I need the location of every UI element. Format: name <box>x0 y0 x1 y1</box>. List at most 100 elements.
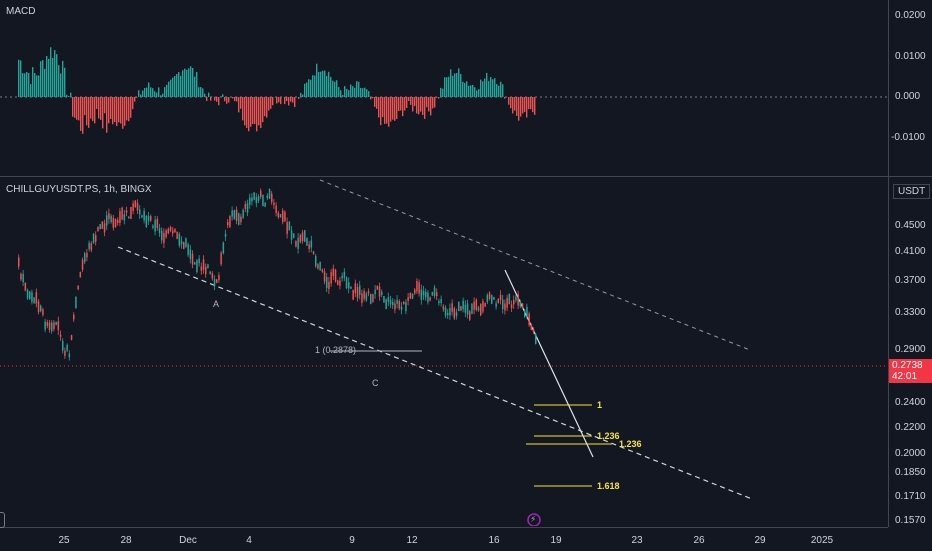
candle-body <box>379 287 381 297</box>
candle-body <box>357 287 359 298</box>
candle-body <box>110 216 112 222</box>
candle-body <box>179 234 181 246</box>
macd-bar <box>136 97 137 98</box>
candle-body <box>322 270 324 272</box>
candle-body <box>427 292 429 302</box>
macd-bar <box>452 76 453 97</box>
candle-body <box>47 322 49 326</box>
macd-bar <box>478 89 479 97</box>
candle-body <box>53 322 55 329</box>
macd-bar <box>42 60 43 97</box>
candle-body <box>423 291 425 295</box>
candle-body <box>396 300 398 304</box>
macd-bar <box>412 97 413 111</box>
candle-body <box>117 220 119 223</box>
candle-body <box>58 321 60 330</box>
macd-price-axis[interactable]: 0.0200 0.0100 0.000 -0.0100 <box>888 0 932 176</box>
candle-body <box>385 299 387 309</box>
candle-body <box>520 301 522 306</box>
candle-body <box>214 279 216 286</box>
macd-bar <box>504 97 505 99</box>
macd-bar <box>236 97 237 101</box>
candle-body <box>227 222 229 225</box>
candle-body <box>306 238 308 246</box>
lightning-icon[interactable]: ⚡ <box>530 514 536 525</box>
candle-body <box>418 282 420 293</box>
scroll-handle[interactable] <box>0 512 5 528</box>
price-tick: 0.4100 <box>895 246 926 257</box>
candle-body <box>335 270 337 282</box>
candle-body <box>128 216 130 218</box>
candle-body <box>436 292 438 296</box>
macd-bar <box>342 95 343 97</box>
candle-body <box>62 341 64 351</box>
macd-pane[interactable]: MACD <box>0 0 888 176</box>
candle-body <box>405 302 407 311</box>
macd-bar <box>188 68 189 97</box>
macd-bar <box>530 97 531 109</box>
macd-bar <box>46 56 47 97</box>
price-pane[interactable]: CHILLGUYUSDT.PS, 1h, BINGX A C 1 (0.2878… <box>0 177 888 526</box>
candle-body <box>328 282 330 289</box>
candle-body <box>370 294 372 304</box>
candle-body <box>414 290 416 294</box>
candle-body <box>440 299 442 303</box>
macd-bar <box>416 97 417 113</box>
candle-body <box>535 334 537 344</box>
candle-body <box>238 213 240 224</box>
macd-bar <box>246 97 247 128</box>
candle-body <box>337 281 339 285</box>
price-axis[interactable]: USDT 0.4500 0.4100 0.3700 0.3300 0.2900 … <box>888 177 932 527</box>
macd-bar <box>344 86 345 97</box>
candle-body <box>372 294 374 302</box>
candle-body <box>531 324 533 329</box>
candle-body <box>141 215 143 217</box>
time-tick: 2025 <box>811 535 833 546</box>
macd-bar <box>384 97 385 124</box>
candle-body <box>410 293 412 298</box>
macd-bar <box>398 97 399 111</box>
macd-bar <box>174 76 175 97</box>
candle-body <box>236 210 238 221</box>
time-axis[interactable]: 25 28 Dec 4 9 12 16 19 23 26 29 2025 <box>0 527 888 551</box>
candle-body <box>412 294 414 299</box>
macd-bar <box>176 74 177 97</box>
candle-body <box>388 297 390 302</box>
candle-body <box>194 262 196 264</box>
macd-bar <box>98 97 99 118</box>
macd-bar <box>404 97 405 110</box>
macd-bar <box>210 97 211 101</box>
candle-body <box>172 230 174 233</box>
macd-bar <box>170 80 171 97</box>
candle-body <box>205 267 207 274</box>
candle-body <box>143 211 145 221</box>
macd-bar <box>302 95 303 97</box>
candle-body <box>269 189 271 199</box>
price-tick: 0.4500 <box>895 220 926 231</box>
macd-bar <box>64 68 65 97</box>
candle-body <box>176 232 178 239</box>
macd-bar <box>150 87 151 97</box>
candle-body <box>355 283 357 293</box>
macd-tick: -0.0100 <box>891 132 925 143</box>
macd-bar <box>228 97 229 102</box>
candle-body <box>168 229 170 234</box>
price-tick: 0.2900 <box>895 344 926 355</box>
candle-body <box>106 215 108 225</box>
currency-label[interactable]: USDT <box>893 184 930 199</box>
macd-bar <box>418 97 419 114</box>
macd-bar <box>40 61 41 97</box>
macd-bar <box>382 97 383 117</box>
candle-body <box>297 238 299 249</box>
candle-body <box>84 253 86 262</box>
macd-bar <box>116 97 117 126</box>
macd-bar <box>68 96 69 97</box>
candle-body <box>80 272 82 277</box>
candle-body <box>159 228 161 233</box>
macd-bar <box>144 88 145 97</box>
candle-body <box>38 301 40 312</box>
macd-bar <box>430 97 431 115</box>
price-tick: 0.1850 <box>895 467 926 478</box>
macd-bar <box>266 97 267 118</box>
symbol-title[interactable]: CHILLGUYUSDT.PS, 1h, BINGX <box>6 184 152 195</box>
